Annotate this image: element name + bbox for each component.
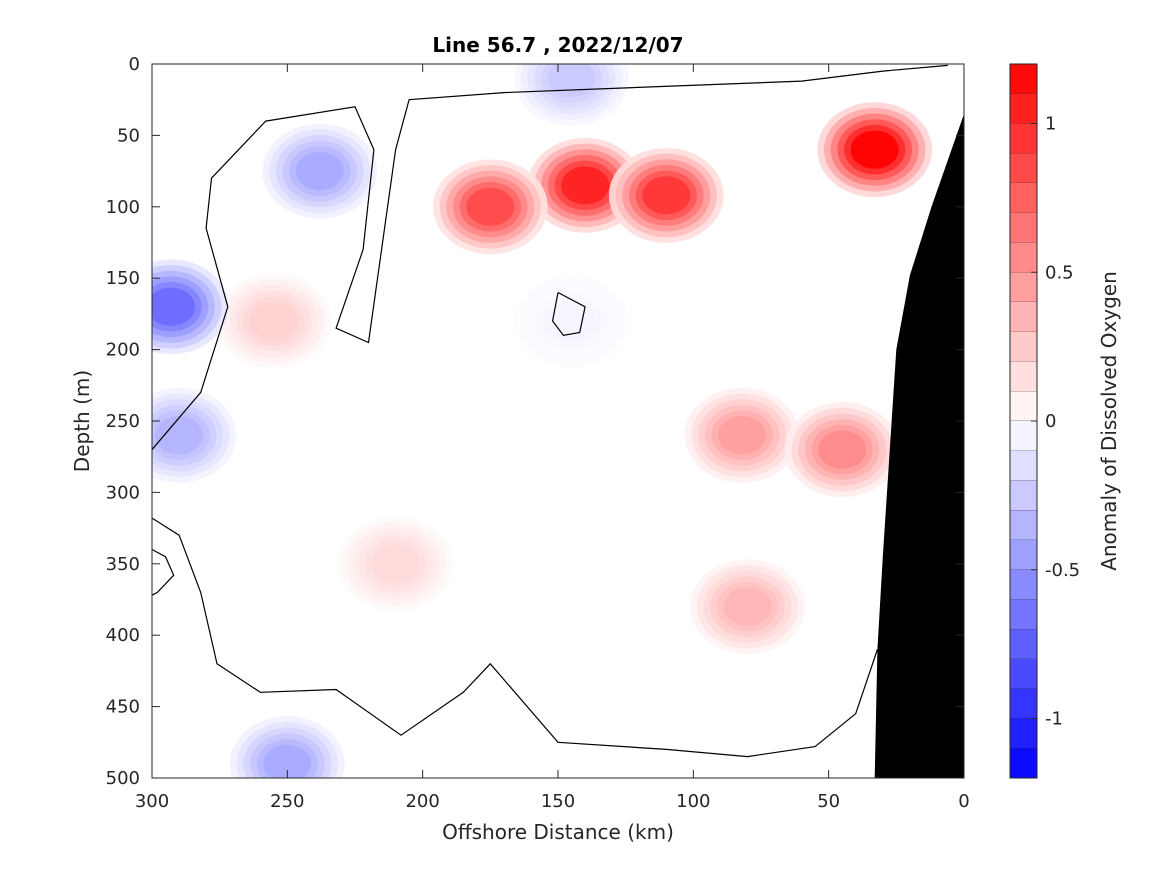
anomaly-feature-11 bbox=[152, 259, 229, 355]
anomaly-level bbox=[295, 152, 344, 191]
colorbar-band bbox=[1010, 361, 1037, 392]
y-tick-label: 400 bbox=[106, 625, 140, 646]
colorbar-band bbox=[1010, 450, 1037, 481]
colorbar-band bbox=[1010, 242, 1037, 273]
colorbar-band bbox=[1010, 212, 1037, 243]
colorbar-tick-label: 0 bbox=[1045, 411, 1056, 432]
colorbar-band bbox=[1010, 540, 1037, 570]
anomaly-level bbox=[642, 176, 691, 215]
colorbar-band bbox=[1010, 510, 1037, 540]
anomaly-feature-5 bbox=[684, 387, 800, 483]
colorbar-band bbox=[1010, 391, 1037, 421]
colorbar-tick-label: -0.5 bbox=[1045, 560, 1080, 581]
anomaly-level bbox=[723, 587, 772, 626]
anomaly-level bbox=[152, 287, 195, 326]
colorbar-band bbox=[1010, 93, 1037, 124]
y-tick-label: 100 bbox=[106, 197, 140, 218]
colorbar-tick-label: 1 bbox=[1045, 114, 1056, 135]
x-tick-label: 250 bbox=[270, 791, 304, 812]
colorbar-band bbox=[1010, 629, 1037, 659]
anomaly-feature-8 bbox=[216, 273, 332, 369]
anomaly-field bbox=[152, 64, 933, 778]
anomaly-feature-9 bbox=[338, 516, 453, 612]
colorbar-band bbox=[1010, 569, 1037, 600]
colorbar-frame bbox=[1009, 63, 1038, 779]
anomaly-feature-10 bbox=[262, 123, 378, 219]
colorbar-band bbox=[1010, 331, 1037, 362]
x-axis-label: Offshore Distance (km) bbox=[442, 820, 674, 844]
colorbar: 1 0.5 0 -0.5 -1 bbox=[1009, 63, 1080, 779]
colorbar-band bbox=[1010, 480, 1037, 511]
y-tick-label: 200 bbox=[106, 340, 140, 361]
y-tick-label: 500 bbox=[106, 768, 140, 789]
anomaly-level bbox=[561, 166, 610, 205]
anomaly-level bbox=[547, 64, 596, 98]
chart-title: Line 56.7 , 2022/12/07 bbox=[432, 33, 683, 57]
y-tick-label: 300 bbox=[106, 482, 140, 503]
anomaly-feature-7 bbox=[690, 559, 805, 655]
colorbar-ticks: 1 0.5 0 -0.5 -1 bbox=[1009, 63, 1080, 779]
colorbar-tick-label: -1 bbox=[1045, 709, 1063, 730]
anomaly-level bbox=[850, 130, 899, 169]
anomaly-level bbox=[718, 416, 767, 455]
anomaly-feature-4 bbox=[817, 102, 933, 198]
anomaly-feature-3 bbox=[433, 159, 548, 255]
y-tick-label: 0 bbox=[129, 54, 140, 75]
colorbar-band bbox=[1010, 123, 1037, 154]
y-tick-label: 250 bbox=[106, 411, 140, 432]
plot-area bbox=[152, 64, 964, 778]
x-tick-label: 150 bbox=[541, 791, 575, 812]
anomaly-level bbox=[371, 544, 420, 583]
zero-contours bbox=[152, 64, 948, 758]
closed-contour-2 bbox=[152, 548, 175, 596]
anomaly-feature-12 bbox=[152, 387, 237, 483]
x-tick-label: 200 bbox=[405, 791, 439, 812]
colorbar-band bbox=[1010, 272, 1037, 302]
x-tick-label: 0 bbox=[958, 791, 969, 812]
colorbar-band bbox=[1010, 183, 1037, 213]
anomaly-feature-15 bbox=[514, 273, 629, 369]
anomaly-level bbox=[249, 301, 298, 341]
colorbar-band bbox=[1010, 302, 1037, 332]
y-tick-label: 450 bbox=[106, 697, 140, 718]
anomaly-level bbox=[466, 187, 515, 226]
anomaly-feature-2 bbox=[608, 147, 724, 243]
colorbar-tick-label: 0.5 bbox=[1045, 262, 1074, 283]
colorbar-band bbox=[1010, 153, 1037, 183]
anomaly-level bbox=[263, 744, 312, 778]
y-axis-label: Depth (m) bbox=[70, 370, 94, 472]
anomaly-level bbox=[155, 416, 204, 455]
colorbar-band bbox=[1010, 688, 1037, 719]
zero-contour-lower bbox=[152, 517, 878, 758]
closed-contour-1 bbox=[551, 291, 586, 336]
y-tick-label: 150 bbox=[106, 268, 140, 289]
anomaly-feature-13 bbox=[230, 716, 345, 778]
colorbar-label: Anomaly of Dissolved Oxygen bbox=[1097, 271, 1121, 571]
anomaly-feature-6 bbox=[784, 402, 900, 497]
colorbar-band bbox=[1010, 599, 1037, 630]
x-tick-label: 300 bbox=[135, 791, 169, 812]
zero-contour-upper bbox=[152, 64, 948, 450]
colorbar-band bbox=[1010, 659, 1037, 689]
land-mask bbox=[874, 114, 964, 778]
colorbar-band bbox=[1010, 718, 1037, 749]
anomaly-feature-14 bbox=[514, 64, 629, 126]
colorbar-band bbox=[1010, 64, 1037, 94]
x-axis: 300 250 200 150 100 50 0 bbox=[135, 64, 970, 812]
colorbar-band bbox=[1010, 421, 1037, 451]
y-axis: 0 50 100 150 200 250 300 350 400 450 500 bbox=[106, 54, 964, 789]
colorbar-band bbox=[1010, 748, 1037, 778]
y-tick-label: 350 bbox=[106, 554, 140, 575]
anomaly-level bbox=[818, 430, 867, 469]
x-tick-label: 50 bbox=[817, 791, 840, 812]
y-tick-label: 50 bbox=[117, 125, 140, 146]
x-tick-label: 100 bbox=[676, 791, 710, 812]
